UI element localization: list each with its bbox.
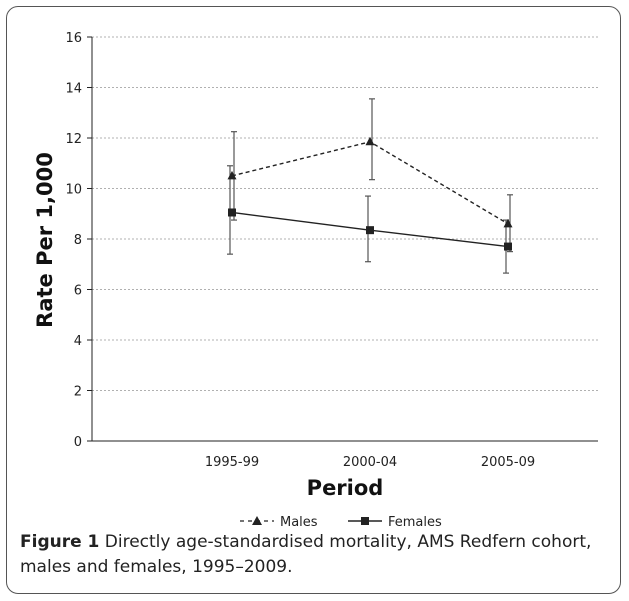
data-point-females bbox=[366, 226, 374, 235]
data-point-females bbox=[228, 208, 236, 217]
data-point-males bbox=[365, 136, 375, 146]
figure-caption-label: Figure 1 bbox=[20, 532, 100, 552]
x-ticks: 1995-99 2000-04 2005-09 bbox=[205, 455, 535, 470]
x-tick-label: 2000-04 bbox=[343, 455, 397, 470]
y-ticks: 0 2 4 6 8 10 12 14 16 bbox=[65, 31, 92, 450]
legend-males-label: Males bbox=[280, 515, 318, 530]
y-tick-label: 14 bbox=[65, 82, 82, 97]
x-tick-label: 1995-99 bbox=[205, 455, 259, 470]
y-tick-label: 4 bbox=[74, 334, 82, 349]
y-tick-label: 12 bbox=[65, 132, 82, 147]
y-tick-label: 8 bbox=[74, 233, 82, 248]
data-point-females bbox=[504, 242, 512, 251]
series-markers bbox=[227, 136, 513, 251]
data-point-males bbox=[503, 218, 513, 228]
y-tick-label: 2 bbox=[74, 385, 82, 400]
data-point-males bbox=[227, 170, 237, 180]
error-bars bbox=[227, 98, 513, 274]
y-tick-label: 6 bbox=[74, 284, 82, 299]
legend-males-marker bbox=[252, 516, 262, 525]
chart: 0 2 4 6 8 10 12 14 16 1995-99 2000-04 2005-09 Rate… bbox=[33, 31, 598, 530]
figure-frame bbox=[6, 6, 621, 594]
y-tick-label: 0 bbox=[74, 435, 82, 450]
y-tick-label: 10 bbox=[65, 183, 82, 198]
legend: Males Females bbox=[240, 515, 442, 530]
figure-caption: Figure 1 Directly age-standardised morta… bbox=[20, 530, 610, 580]
figure-caption-text: Directly age-standardised mortality, AMS… bbox=[20, 532, 592, 577]
x-tick-label: 2005-09 bbox=[481, 455, 535, 470]
gridlines bbox=[92, 36, 598, 391]
x-axis-title: Period bbox=[307, 476, 384, 500]
legend-females-marker bbox=[361, 517, 369, 525]
series-line-males bbox=[231, 141, 509, 225]
legend-females-label: Females bbox=[388, 515, 442, 530]
y-axis-title: Rate Per 1,000 bbox=[33, 152, 57, 328]
y-tick-label: 16 bbox=[65, 31, 82, 46]
